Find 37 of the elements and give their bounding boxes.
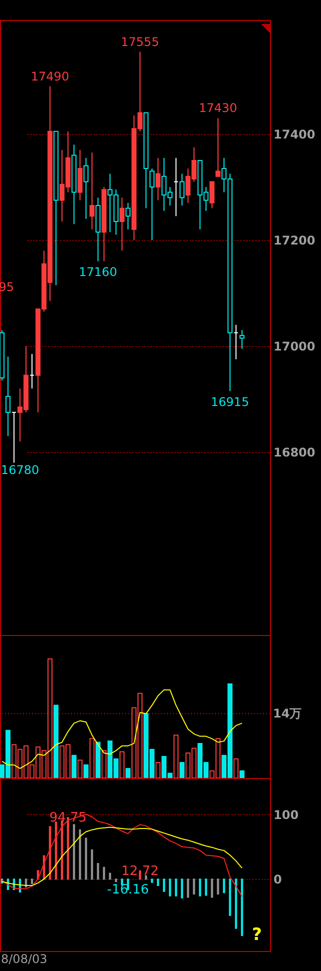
y-tick-label: 0 <box>274 872 282 887</box>
annotation: 17430 <box>198 101 238 116</box>
candlestick <box>180 173 184 206</box>
annotation: 16780 <box>1 463 40 477</box>
bar <box>54 704 58 778</box>
bar <box>126 768 130 778</box>
candlestick <box>156 157 160 201</box>
candlestick <box>120 197 124 252</box>
candlestick <box>240 330 244 350</box>
y-tick-label: 17200 <box>274 234 316 248</box>
candlestick <box>210 181 214 209</box>
bar <box>96 742 100 778</box>
bar <box>180 762 184 778</box>
data-label: 12.72 <box>121 864 159 879</box>
candlestick <box>84 157 88 220</box>
annotation: 17160 <box>78 265 118 280</box>
y-tick-label: 17400 <box>274 127 316 142</box>
candlestick <box>6 356 10 437</box>
bar <box>240 770 244 778</box>
candlestick <box>90 152 94 230</box>
y-tick-label: 100 <box>274 808 299 822</box>
ref-line-label: 14万 <box>273 706 302 721</box>
candlestick <box>78 149 82 201</box>
text: ? <box>252 925 262 945</box>
candlestick <box>216 118 220 177</box>
annotation: 17555 <box>120 34 160 49</box>
text: 8/08/03 <box>1 952 48 966</box>
y-tick-label: 17000 <box>274 340 316 354</box>
data-label: -16.16 <box>107 882 149 898</box>
bar <box>72 754 76 778</box>
y-tick-label: 16800 <box>274 446 316 460</box>
candlestick <box>150 168 154 241</box>
bar <box>84 764 88 778</box>
annotation: 17490 <box>30 69 70 84</box>
candlestick <box>126 202 130 230</box>
line-series <box>2 814 242 898</box>
annotation: 16915 <box>210 395 250 410</box>
